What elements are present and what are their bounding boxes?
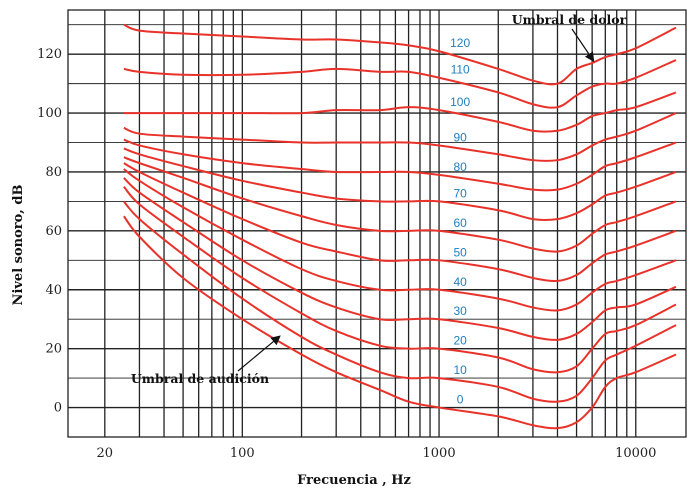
curve-120 <box>123 23 677 86</box>
pain-threshold-arrow <box>571 28 595 62</box>
x-tick-label: 20 <box>97 446 114 461</box>
level-label-70: 70 <box>453 186 467 200</box>
level-label-30: 30 <box>453 304 467 318</box>
level-label-0: 0 <box>457 393 464 407</box>
y-tick-label: 0 <box>54 401 62 416</box>
level-label-60: 60 <box>453 216 467 230</box>
y-axis-title: Nivel sonoro, dB <box>11 185 26 306</box>
plot-frame <box>67 9 687 438</box>
level-label-40: 40 <box>453 275 467 289</box>
level-label-100: 100 <box>450 95 470 109</box>
level-label-120: 120 <box>450 36 470 50</box>
annotations-group: Umbral de dolor Umbral de audición <box>131 12 627 386</box>
curve-0 <box>123 215 677 430</box>
level-label-90: 90 <box>453 130 467 144</box>
curve-60 <box>123 156 677 253</box>
x-tick-label: 1000 <box>423 446 456 461</box>
curve-40 <box>123 168 677 312</box>
curve-20 <box>123 186 677 374</box>
y-tick-label: 20 <box>45 342 62 357</box>
y-tick-label: 40 <box>45 283 62 298</box>
y-tick-label: 100 <box>37 106 62 121</box>
x-tick-label: 10000 <box>615 446 656 461</box>
curve-110 <box>123 59 677 109</box>
level-label-110: 110 <box>451 63 470 77</box>
curve-100 <box>123 91 677 133</box>
curve-80 <box>123 138 677 192</box>
level-label-50: 50 <box>453 245 467 259</box>
pain-threshold-label: Umbral de dolor <box>512 12 627 27</box>
curve-50 <box>123 162 677 283</box>
curve-70 <box>123 147 677 222</box>
y-tick-labels: 0 20 40 60 80 100 120 <box>37 47 62 415</box>
grid <box>68 10 686 438</box>
y-tick-label: 80 <box>45 165 62 180</box>
y-tick-label: 60 <box>45 224 62 239</box>
x-tick-label: 100 <box>230 446 255 461</box>
y-tick-label: 120 <box>37 47 62 62</box>
level-label-80: 80 <box>453 160 467 174</box>
level-labels-group: 0 10 20 30 40 50 60 70 80 90 100 110 120 <box>450 36 470 406</box>
hearing-threshold-label: Umbral de audición <box>131 371 269 386</box>
x-tick-labels: 20 100 1000 10000 <box>97 446 657 461</box>
hearing-threshold-arrow <box>237 335 281 372</box>
curves-group <box>123 23 677 430</box>
curve-10 <box>123 200 677 403</box>
level-label-20: 20 <box>453 334 467 348</box>
curve-30 <box>123 177 677 341</box>
curve-90 <box>123 112 677 162</box>
x-axis-title: Frecuencia , Hz <box>297 473 411 488</box>
level-label-10: 10 <box>453 363 467 377</box>
